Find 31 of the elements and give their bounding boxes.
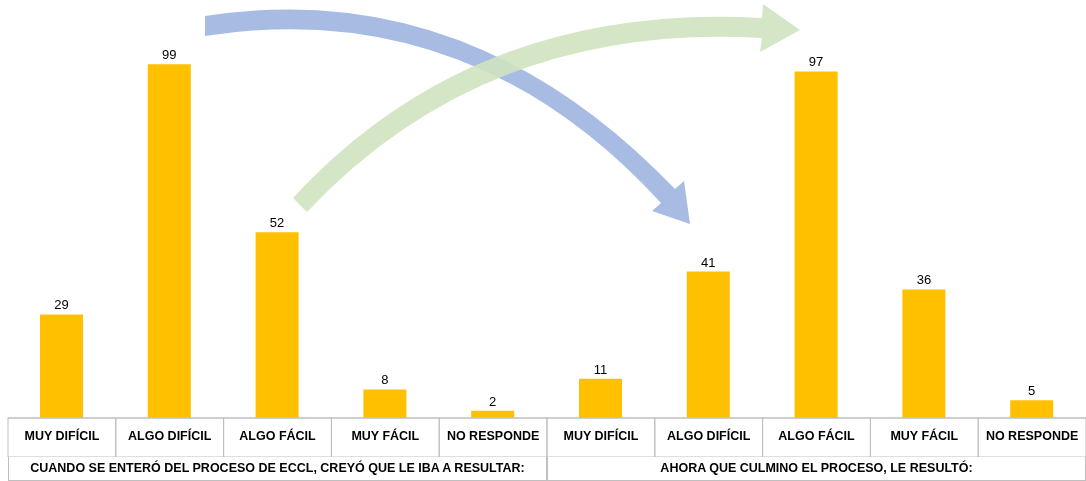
bar [686, 271, 730, 418]
bar [363, 389, 407, 418]
x-tick-label: MUY DIFÍCIL [24, 428, 100, 443]
data-label: 52 [269, 215, 285, 231]
x-tick-label: ALGO FÁCIL [778, 428, 856, 443]
bar [902, 289, 946, 418]
data-label: 99 [162, 47, 177, 63]
x-tick-label: NO RESPONDE [446, 429, 540, 443]
bar [1010, 400, 1054, 418]
x-tick-label: MUY DIFÍCIL [563, 428, 639, 443]
data-label: 5 [1028, 383, 1036, 399]
text: AHORA QUE CULMINO EL PROCESO, LE RESULTÓ: [547, 457, 1086, 481]
data-label: 2 [489, 393, 497, 409]
bar [794, 71, 838, 418]
data-label: 97 [808, 54, 824, 70]
data-label: 41 [701, 254, 716, 270]
text: CUANDO SE ENTERÓ DEL PROCESO DE ECCL, CREYÓ QUE LE IBA A RESULTAR: [8, 457, 547, 481]
bar [579, 378, 622, 418]
data-label: 8 [381, 372, 389, 388]
x-tick-label: ALGO DIFÍCIL [128, 428, 212, 443]
x-tick-label: MUY FÁCIL [890, 428, 959, 443]
x-tick-label: ALGO DIFÍCIL [667, 428, 751, 443]
bar [40, 314, 83, 418]
x-tick-label: MUY FÁCIL [351, 428, 420, 443]
x-tick-label: NO RESPONDE [985, 429, 1079, 443]
bar [255, 232, 299, 418]
data-label: 11 [593, 361, 608, 377]
data-label: 36 [916, 272, 932, 288]
data-label: 29 [54, 297, 69, 313]
x-tick-label: ALGO FÁCIL [239, 428, 317, 443]
bar [147, 64, 191, 418]
